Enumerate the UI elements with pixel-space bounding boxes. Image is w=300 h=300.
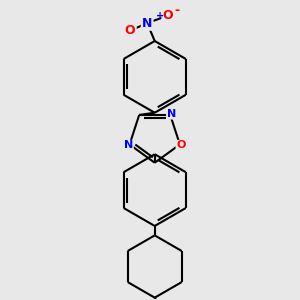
Text: O: O	[163, 9, 173, 22]
Text: N: N	[124, 140, 133, 150]
Text: O: O	[176, 140, 185, 150]
Text: +: +	[156, 11, 164, 20]
Text: O: O	[125, 24, 136, 37]
Text: N: N	[167, 109, 176, 119]
Text: N: N	[142, 16, 152, 30]
Text: -: -	[175, 4, 180, 17]
